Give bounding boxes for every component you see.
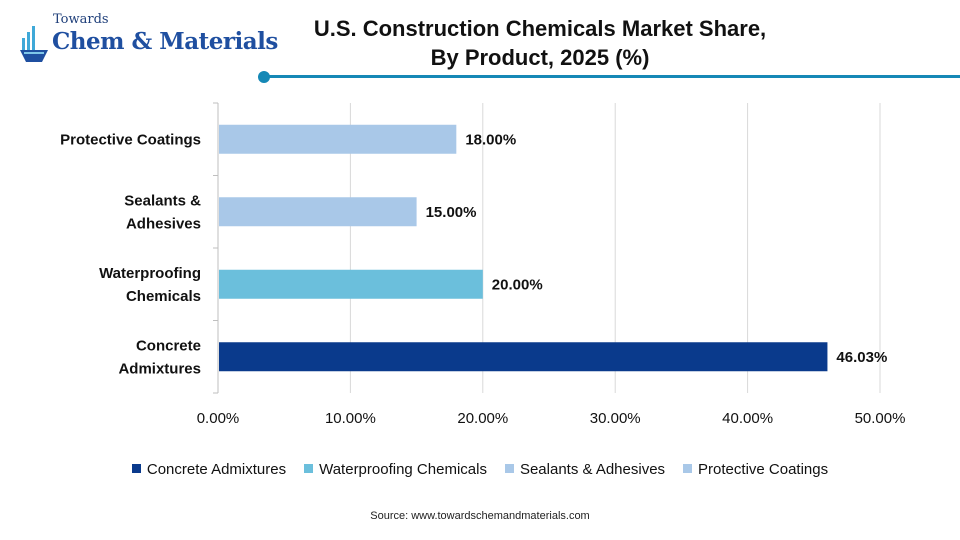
category-label: Concrete Admixtures [118,337,201,377]
x-tick-label: 40.00% [722,410,773,427]
data-label: 18.00% [465,131,516,148]
legend-swatch [304,464,314,473]
category-label-line: Waterproofing [99,265,201,282]
bar [219,342,828,372]
flask-logo-icon [20,26,48,62]
category-label-line: Protective Coatings [60,131,201,148]
category-label-line: Chemicals [126,288,201,305]
x-tick-label: 0.00% [197,410,240,427]
logo-text-towards: Towards [53,12,109,27]
category-label-line: Sealants & [124,192,201,209]
category-label: Protective Coatings [60,131,201,148]
bar [219,124,457,154]
legend-item: Sealants & Adhesives [504,461,666,478]
legend-label: Protective Coatings [698,461,829,478]
data-label: 15.00% [426,204,477,221]
chart-title-line-1: U.S. Construction Chemicals Market Share… [313,16,767,41]
chart-title-line-2: By Product, 2025 (%) [430,45,650,70]
legend-label: Waterproofing Chemicals [319,461,487,478]
legend-swatch [683,464,693,473]
data-label: 46.03% [836,349,887,366]
x-tick-label: 20.00% [457,410,508,427]
brand-logo: Towards Chem & Materials [18,12,278,72]
legend-swatch [504,464,514,473]
title-rule [266,75,960,78]
category-label-line: Concrete [136,337,201,354]
x-tick-label: 30.00% [590,410,641,427]
legend-swatch [131,464,141,473]
legend-label: Concrete Admixtures [146,461,287,478]
legend-item: Protective Coatings [683,461,828,478]
legend-item: Concrete Admixtures [131,461,287,478]
category-label: Sealants & Adhesives [124,192,201,232]
legend-label: Sealants & Adhesives [519,461,666,478]
chart-title: U.S. Construction Chemicals Market Share… [290,14,790,72]
bar [219,269,483,299]
x-tick-label: 10.00% [325,410,376,427]
category-label-line: Admixtures [118,360,201,377]
chart-legend: Concrete Admixtures Waterproofing Chemica… [0,461,960,478]
data-label: 20.00% [492,276,543,293]
title-rule-dot [258,71,270,83]
x-tick-label: 50.00% [855,410,906,427]
logo-text-brand: Chem & Materials [52,28,278,55]
bar [219,197,417,227]
legend-item: Waterproofing Chemicals [304,461,487,478]
category-label: Waterproofing Chemicals [99,265,201,305]
category-label-line: Adhesives [126,215,201,232]
source-note: Source: www.towardschemandmaterials.com [370,510,590,522]
